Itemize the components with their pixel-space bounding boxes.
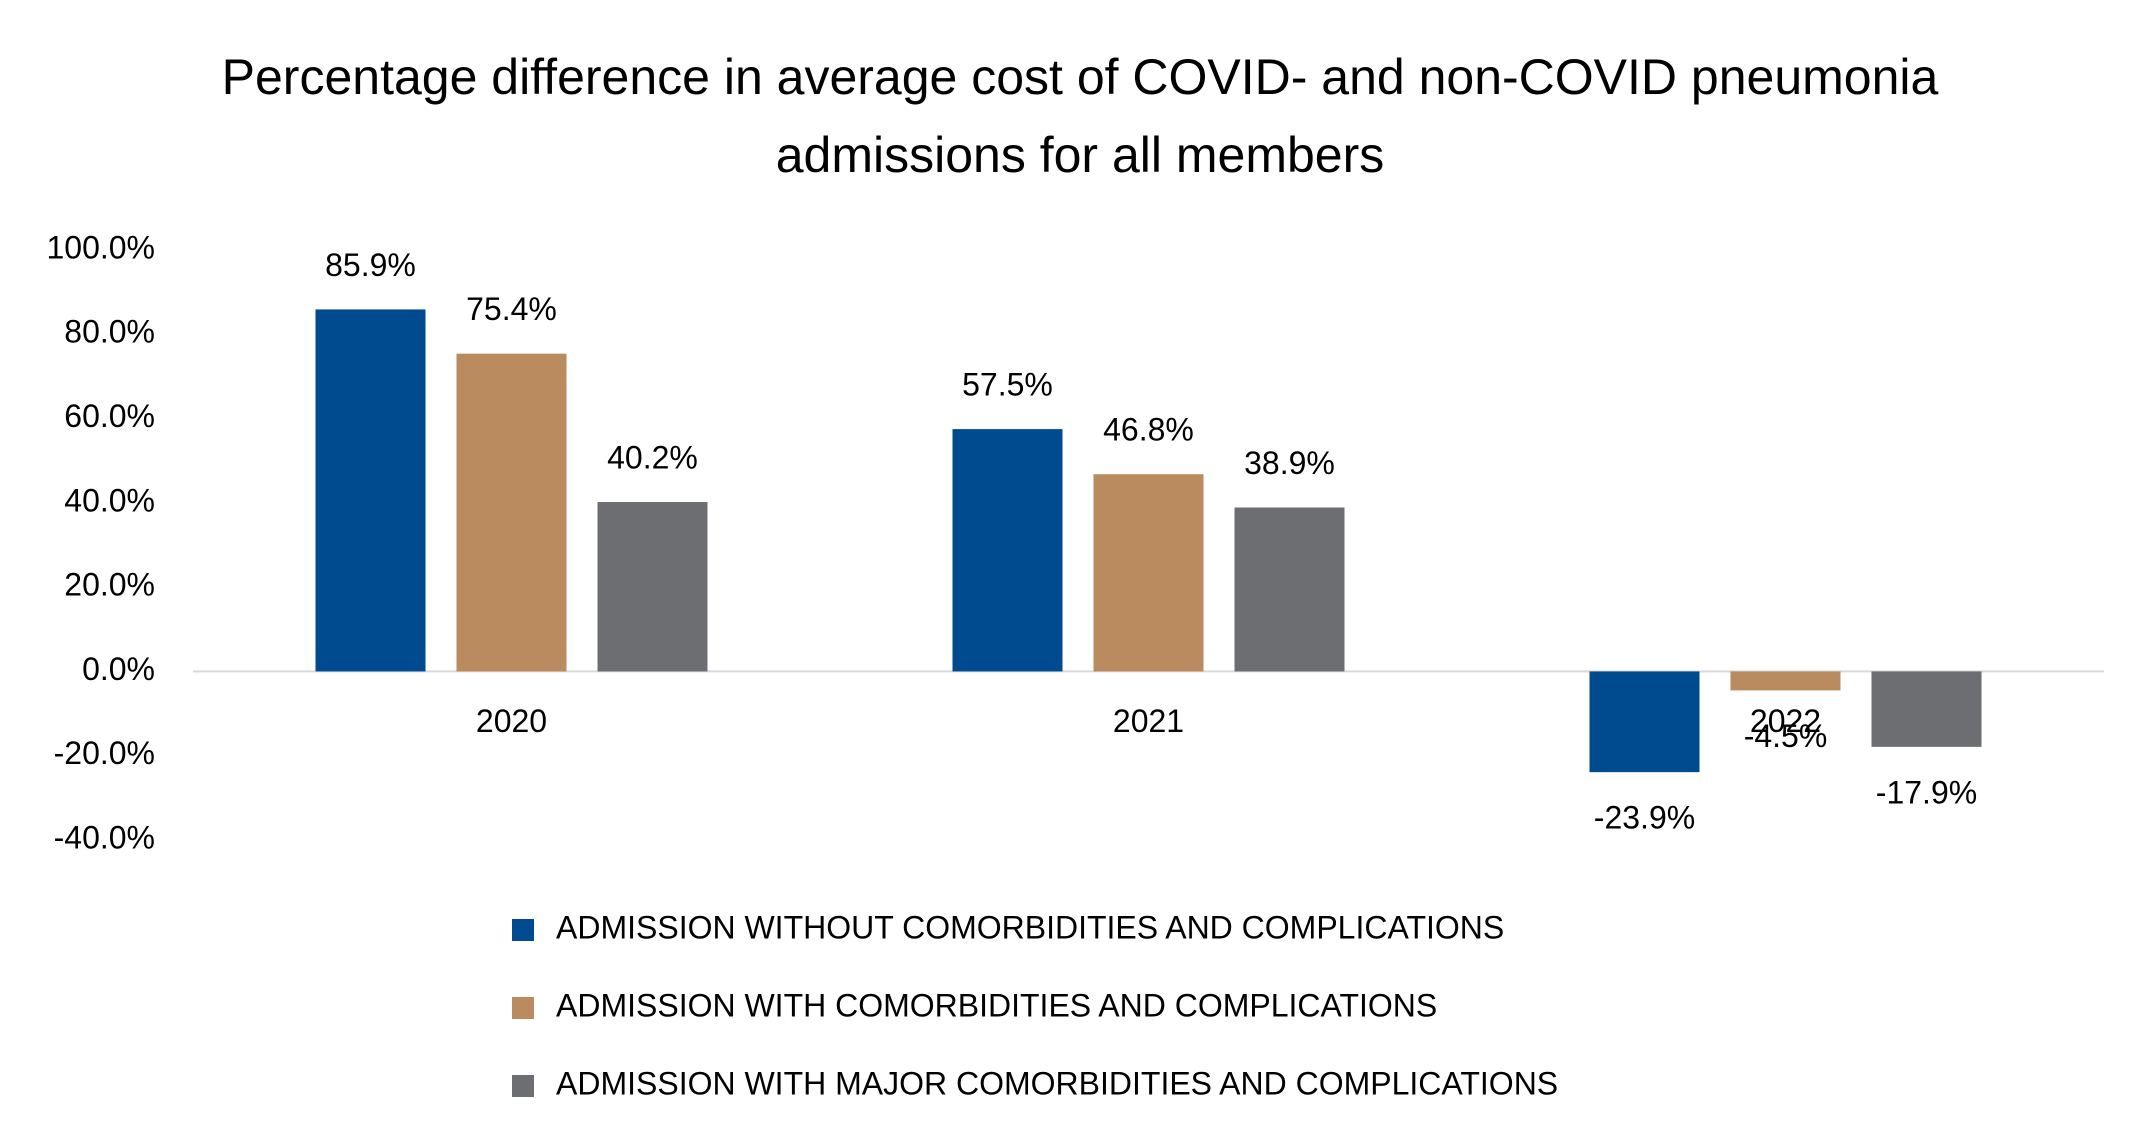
x-tick-label: 2020: [476, 703, 547, 739]
legend-label: ADMISSION WITH COMORBIDITIES AND COMPLIC…: [556, 987, 1437, 1023]
x-tick-label: 2021: [1113, 703, 1184, 739]
legend-swatch: [512, 997, 534, 1019]
data-label: 85.9%: [325, 247, 416, 283]
legend-swatch: [512, 919, 534, 941]
data-label: 40.2%: [607, 439, 698, 475]
bar: [1589, 671, 1700, 773]
bar: [456, 353, 567, 672]
y-tick-label: -20.0%: [54, 735, 155, 771]
legend-label: ADMISSION WITHOUT COMORBIDITIES AND COMP…: [556, 909, 1504, 945]
data-label: -17.9%: [1876, 774, 1977, 810]
y-tick-label: 80.0%: [64, 314, 155, 350]
bar: [597, 502, 708, 672]
y-tick-label: 60.0%: [64, 398, 155, 434]
y-tick-label: 0.0%: [82, 651, 155, 687]
y-tick-label: -40.0%: [54, 819, 155, 855]
bar: [1871, 671, 1982, 747]
bar: [1234, 507, 1345, 672]
data-label: -4.5%: [1744, 718, 1828, 754]
x-tick-label: 2022: [1750, 703, 1821, 739]
legend-label: ADMISSION WITH MAJOR COMORBIDITIES AND C…: [556, 1065, 1558, 1101]
data-label: 57.5%: [962, 367, 1053, 403]
y-tick-label: 20.0%: [64, 567, 155, 603]
y-tick-label: 100.0%: [46, 229, 155, 265]
bar: [1093, 474, 1204, 672]
data-label: 46.8%: [1103, 412, 1194, 448]
data-label: 75.4%: [466, 291, 557, 327]
data-label: 38.9%: [1244, 445, 1335, 481]
bar: [315, 309, 426, 672]
bar: [1730, 671, 1841, 691]
data-label: -23.9%: [1594, 800, 1695, 836]
chart-title: Percentage difference in average cost of…: [221, 49, 1939, 183]
y-tick-label: 40.0%: [64, 482, 155, 518]
bar: [952, 429, 1063, 672]
legend-swatch: [512, 1075, 534, 1097]
